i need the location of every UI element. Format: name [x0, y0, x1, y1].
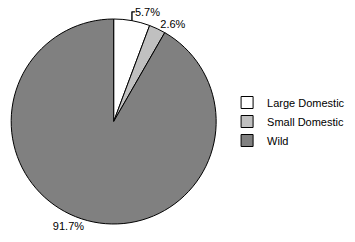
svg-text:Wild: Wild [267, 135, 288, 147]
svg-text:Large Domestic: Large Domestic [267, 97, 345, 109]
svg-text:2.6%: 2.6% [160, 18, 185, 30]
svg-text:Small Domestic: Small Domestic [267, 116, 344, 128]
svg-text:5.7%: 5.7% [135, 6, 160, 18]
svg-text:91.7%: 91.7% [53, 220, 84, 232]
